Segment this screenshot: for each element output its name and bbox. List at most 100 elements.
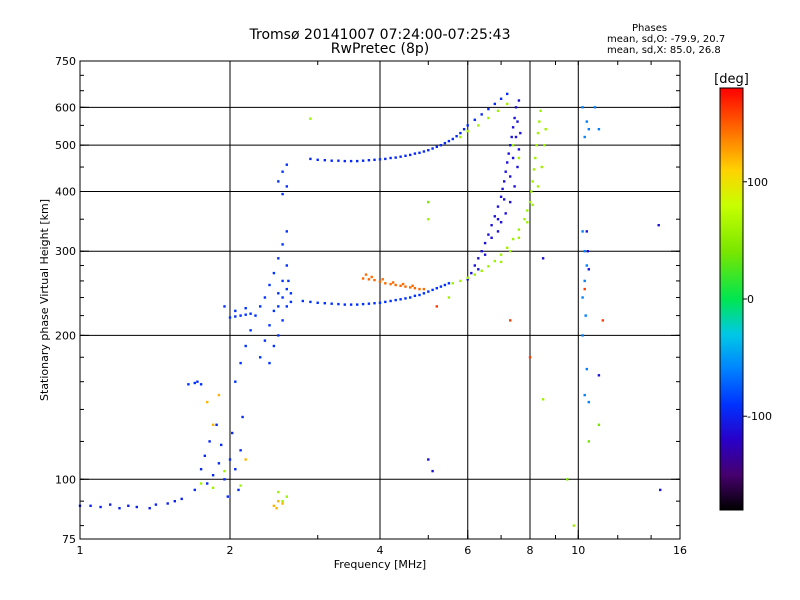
data-point (541, 398, 545, 401)
data-point (585, 264, 588, 267)
data-point (285, 305, 288, 308)
data-point (509, 200, 512, 204)
data-point (220, 443, 223, 447)
x-tick-label: 6 (464, 544, 471, 557)
data-point (480, 250, 483, 253)
phases-heading: Phases (632, 23, 668, 34)
data-point (199, 468, 203, 471)
data-point (427, 458, 430, 461)
data-point (499, 253, 503, 256)
x-tick-label: 4 (377, 544, 384, 557)
data-point (480, 269, 483, 272)
data-point (517, 148, 521, 151)
data-point (496, 230, 500, 233)
data-point (493, 102, 496, 106)
data-point (431, 469, 434, 473)
data-point (259, 356, 262, 359)
data-point (523, 218, 526, 221)
data-point (349, 303, 353, 306)
data-point (526, 209, 529, 212)
data-point (466, 276, 469, 279)
data-point (337, 302, 340, 306)
data-point (285, 495, 288, 498)
data-point (496, 109, 500, 112)
data-point (277, 305, 280, 308)
data-point (443, 283, 447, 287)
data-point (514, 135, 518, 139)
data-point (263, 339, 267, 342)
data-point (516, 120, 519, 123)
data-point (519, 131, 522, 135)
y-tick-label: 300 (55, 245, 76, 258)
data-point (447, 139, 451, 143)
data-point (513, 116, 516, 120)
data-point (431, 288, 434, 292)
data-point (127, 504, 130, 507)
data-point (356, 303, 359, 306)
data-point (289, 292, 293, 295)
data-point (451, 137, 454, 141)
data-point (268, 361, 271, 365)
data-point (277, 334, 280, 337)
data-point (301, 299, 304, 303)
data-point (541, 257, 545, 260)
data-point (409, 286, 412, 289)
data-point (509, 319, 512, 322)
data-point (378, 158, 382, 161)
data-point (330, 302, 333, 305)
data-point (431, 147, 434, 150)
data-point (211, 423, 215, 426)
data-point (199, 482, 203, 485)
data-point (281, 192, 284, 196)
data-point (208, 440, 211, 443)
data-point (587, 440, 590, 443)
phases-mean-x: mean, sd,X: 85.0, 26.8 (607, 45, 721, 56)
data-point (281, 319, 284, 322)
data-point (337, 159, 340, 162)
data-point (272, 271, 276, 275)
data-point (597, 423, 601, 426)
data-point (399, 155, 402, 158)
data-point (166, 502, 169, 505)
x-axis-label: Frequency [MHz] (334, 558, 426, 571)
data-point (511, 144, 515, 147)
data-point (234, 380, 237, 383)
data-point (154, 503, 158, 506)
data-point (585, 120, 588, 123)
data-point (404, 154, 407, 157)
data-point (217, 462, 221, 465)
data-point (272, 309, 276, 313)
data-point (487, 233, 490, 236)
data-point (418, 293, 421, 297)
data-point (587, 128, 590, 131)
data-point (506, 102, 509, 106)
data-point (462, 128, 466, 131)
data-point (401, 282, 405, 286)
data-point (277, 180, 280, 183)
data-point (394, 283, 397, 287)
data-point (539, 109, 542, 112)
data-point (244, 458, 247, 461)
data-point (583, 393, 586, 397)
data-point (587, 400, 590, 404)
data-point (381, 278, 384, 281)
data-point (254, 314, 257, 317)
data-point (447, 296, 451, 299)
data-point (413, 152, 417, 155)
data-point (490, 224, 493, 227)
data-point (535, 144, 538, 147)
data-point (99, 505, 102, 509)
colorbar-tick-label: 100 (747, 176, 768, 189)
data-point (223, 478, 226, 481)
data-point (459, 279, 462, 283)
data-point (443, 141, 447, 145)
data-point (501, 187, 504, 191)
colorbar-tick-label: 0 (747, 293, 754, 306)
data-point (585, 367, 588, 371)
data-point (203, 454, 206, 457)
data-point (418, 151, 421, 154)
data-point (199, 383, 203, 386)
data-point (581, 106, 584, 109)
data-point (361, 159, 365, 162)
data-point (384, 157, 387, 161)
